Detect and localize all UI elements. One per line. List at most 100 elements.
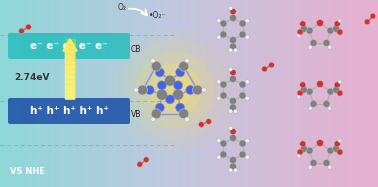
Circle shape xyxy=(151,117,155,122)
Circle shape xyxy=(333,86,340,93)
Circle shape xyxy=(301,86,307,93)
Bar xyxy=(65,64,74,69)
Bar xyxy=(65,49,74,54)
FancyBboxPatch shape xyxy=(8,33,130,59)
Circle shape xyxy=(137,162,143,167)
Circle shape xyxy=(143,157,149,163)
Circle shape xyxy=(134,88,138,92)
Circle shape xyxy=(306,88,313,95)
Circle shape xyxy=(297,90,303,96)
Circle shape xyxy=(217,139,221,143)
Circle shape xyxy=(323,159,330,166)
Circle shape xyxy=(156,89,167,100)
Circle shape xyxy=(297,29,303,35)
Circle shape xyxy=(297,154,301,158)
Circle shape xyxy=(328,107,332,110)
Circle shape xyxy=(220,140,227,147)
Bar xyxy=(65,84,74,89)
Circle shape xyxy=(334,21,340,27)
Circle shape xyxy=(364,19,370,25)
Circle shape xyxy=(220,92,227,99)
Circle shape xyxy=(297,95,301,99)
Circle shape xyxy=(202,88,206,92)
Circle shape xyxy=(239,81,246,88)
Circle shape xyxy=(145,85,154,94)
Bar xyxy=(65,59,74,64)
Circle shape xyxy=(310,159,317,166)
Bar xyxy=(65,54,74,59)
Text: CB: CB xyxy=(131,45,141,54)
Circle shape xyxy=(370,13,376,19)
Circle shape xyxy=(245,19,249,23)
Circle shape xyxy=(229,15,237,22)
Circle shape xyxy=(308,46,312,49)
Circle shape xyxy=(228,109,232,113)
Bar xyxy=(65,39,74,44)
Circle shape xyxy=(327,88,334,95)
Circle shape xyxy=(327,27,334,34)
Circle shape xyxy=(192,85,203,95)
Circle shape xyxy=(229,157,237,163)
Circle shape xyxy=(179,109,189,119)
Circle shape xyxy=(323,100,330,107)
Text: O₂: O₂ xyxy=(118,2,127,11)
Circle shape xyxy=(234,168,237,172)
Circle shape xyxy=(229,104,237,111)
Circle shape xyxy=(151,109,161,119)
Circle shape xyxy=(229,43,237,50)
FancyBboxPatch shape xyxy=(8,98,130,124)
Circle shape xyxy=(337,29,343,35)
Text: VS NHE: VS NHE xyxy=(10,168,45,177)
Bar xyxy=(65,89,74,94)
Circle shape xyxy=(310,100,317,107)
Circle shape xyxy=(297,149,303,155)
Circle shape xyxy=(155,68,164,77)
Circle shape xyxy=(113,28,237,152)
Circle shape xyxy=(239,151,246,158)
Circle shape xyxy=(328,165,332,169)
Circle shape xyxy=(198,122,204,127)
Circle shape xyxy=(316,19,324,27)
Circle shape xyxy=(229,36,237,44)
Circle shape xyxy=(338,139,342,143)
Circle shape xyxy=(269,62,274,68)
Circle shape xyxy=(217,96,221,100)
Circle shape xyxy=(239,20,246,27)
Circle shape xyxy=(206,119,212,124)
Circle shape xyxy=(337,149,343,155)
Circle shape xyxy=(149,64,201,116)
Circle shape xyxy=(173,89,184,100)
Circle shape xyxy=(306,147,313,154)
Circle shape xyxy=(176,103,185,112)
Text: e⁻ e⁻ e⁻ e⁻ e⁻: e⁻ e⁻ e⁻ e⁻ e⁻ xyxy=(30,41,108,51)
Bar xyxy=(65,44,74,49)
Circle shape xyxy=(234,48,237,52)
Circle shape xyxy=(338,19,342,23)
Circle shape xyxy=(186,85,195,94)
Text: 2.74eV: 2.74eV xyxy=(14,73,50,82)
Circle shape xyxy=(337,90,343,96)
Circle shape xyxy=(151,61,161,71)
Circle shape xyxy=(239,31,246,38)
Circle shape xyxy=(125,40,225,140)
Circle shape xyxy=(239,92,246,99)
Circle shape xyxy=(164,75,175,86)
Circle shape xyxy=(217,35,221,39)
Circle shape xyxy=(185,117,189,122)
Text: •O₂⁻: •O₂⁻ xyxy=(149,10,167,19)
Circle shape xyxy=(245,155,249,159)
Circle shape xyxy=(166,95,175,104)
Bar xyxy=(65,94,74,99)
Circle shape xyxy=(220,20,227,27)
Bar xyxy=(65,79,74,84)
Circle shape xyxy=(179,61,189,71)
Circle shape xyxy=(217,155,221,159)
Circle shape xyxy=(26,24,31,30)
Circle shape xyxy=(300,82,306,88)
Circle shape xyxy=(229,76,237,82)
Circle shape xyxy=(217,80,221,84)
Circle shape xyxy=(174,81,183,90)
Circle shape xyxy=(308,107,312,110)
Circle shape xyxy=(323,39,330,46)
Circle shape xyxy=(338,80,342,84)
